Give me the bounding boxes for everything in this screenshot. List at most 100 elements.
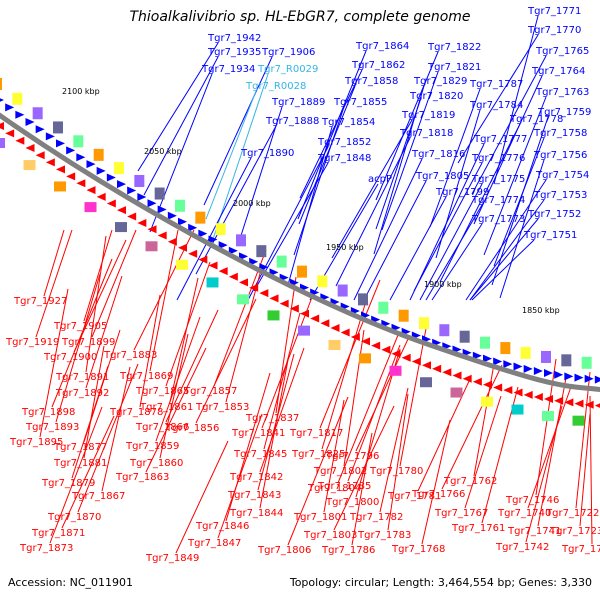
reverse-gene-label[interactable]: Tgr7_1892 — [55, 388, 109, 399]
reverse-gene-label[interactable]: Tgr7_1900 — [43, 352, 97, 363]
reverse-gene-label[interactable]: Tgr7_1869 — [119, 371, 173, 382]
reverse-gene-label[interactable]: Tgr7_1899 — [61, 337, 115, 348]
reverse-gene-label[interactable]: Tgr7_1881 — [53, 458, 107, 469]
reverse-gene-label[interactable]: Tgr7_1767 — [434, 508, 488, 519]
forward-gene-label[interactable]: Tgr7_1753 — [533, 190, 587, 201]
reverse-gene-label[interactable]: Tgr7_1878 — [109, 407, 163, 418]
reverse-gene-label[interactable]: Tgr7_1803 — [303, 530, 357, 541]
reverse-gene-label[interactable]: Tgr7_1786 — [321, 545, 375, 556]
forward-gene-label[interactable]: Tgr7_1758 — [533, 128, 587, 139]
reverse-gene-label[interactable]: Tgr7_1825 — [291, 449, 345, 460]
reverse-gene-label[interactable]: Tgr7_1768 — [391, 544, 445, 555]
forward-gene-label[interactable]: Tgr7_1855 — [333, 97, 387, 108]
reverse-gene-label[interactable]: Tgr7_1867 — [71, 491, 125, 502]
reverse-gene-label[interactable]: Tgr7_1841 — [231, 428, 285, 439]
reverse-gene-label[interactable]: Tgr7_1847 — [187, 538, 241, 549]
forward-gene-label[interactable]: Tgr7_1752 — [527, 209, 581, 220]
reverse-gene-label[interactable]: Tgr7_1806 — [257, 545, 311, 556]
forward-gene-label[interactable]: Tgr7_1822 — [427, 42, 481, 53]
reverse-gene-label[interactable]: Tgr7_1895 — [9, 437, 63, 448]
reverse-gene-label[interactable]: Tgr7_1785 — [317, 481, 371, 492]
forward-gene-label[interactable]: Tgr7_1852 — [317, 137, 371, 148]
reverse-gene-label[interactable]: Tgr7_1849 — [145, 553, 199, 564]
forward-gene-label[interactable]: Tgr7_1854 — [321, 117, 375, 128]
reverse-gene-label[interactable]: Tgr7_1761 — [451, 523, 505, 534]
forward-gene-label[interactable]: Tgr7_1773 — [471, 214, 525, 225]
reverse-gene-label[interactable]: Tgr7_1845 — [233, 449, 287, 460]
forward-gene-label[interactable]: Tgr7_1776 — [471, 153, 525, 164]
reverse-gene-label[interactable]: Tgr7_1919 — [5, 337, 59, 348]
reverse-gene-label[interactable]: Tgr7_1870 — [47, 512, 101, 523]
forward-gene-label[interactable]: Tgr7_1805 — [415, 171, 469, 182]
reverse-gene-label[interactable]: Tgr7_1879 — [41, 478, 95, 489]
forward-gene-label[interactable]: Tgr7_1787 — [469, 79, 523, 90]
reverse-gene-label[interactable]: Tgr7_1802 — [313, 466, 367, 477]
forward-gene-label[interactable]: Tgr7_1935 — [207, 47, 261, 58]
reverse-gene-label[interactable]: Tgr7_1866 — [135, 422, 189, 433]
forward-gene-label[interactable]: Tgr7_1889 — [271, 97, 325, 108]
reverse-gene-label[interactable]: Tgr7_1722 — [545, 508, 599, 519]
forward-gene-label[interactable]: Tgr7_1820 — [409, 91, 463, 102]
forward-gene-label[interactable]: Tgr7_1799 — [435, 187, 489, 198]
forward-gene-label[interactable]: Tgr7_1764 — [531, 66, 585, 77]
reverse-gene-label[interactable]: Tgr7_1801 — [293, 512, 347, 523]
reverse-gene-label[interactable]: Tgr7_1844 — [229, 508, 283, 519]
reverse-gene-label[interactable]: Tgr7_1865 — [135, 386, 189, 397]
forward-gene-label[interactable]: Tgr7_1775 — [471, 174, 525, 185]
forward-gene-label[interactable]: Tgr7_1763 — [535, 87, 589, 98]
reverse-gene-label[interactable]: Tgr7_1766 — [411, 489, 465, 500]
reverse-gene-label[interactable]: Tgr7_1877 — [53, 442, 107, 453]
forward-gene-label[interactable]: Tgr7_1906 — [261, 47, 315, 58]
reverse-gene-label[interactable]: Tgr7_1741 — [507, 526, 561, 537]
reverse-gene-label[interactable]: Tgr7_1871 — [31, 528, 85, 539]
reverse-gene-label[interactable]: Tgr7_1893 — [25, 422, 79, 433]
forward-gene-label[interactable]: Tgr7_1778 — [509, 114, 563, 125]
forward-gene-label[interactable]: Tgr7_1862 — [351, 60, 405, 71]
reverse-gene-label[interactable]: Tgr7_1800 — [325, 497, 379, 508]
forward-gene-label[interactable]: Tgr7_1890 — [240, 148, 294, 159]
reverse-gene-label[interactable]: Tgr7_1898 — [21, 407, 75, 418]
reverse-gene-label[interactable]: Tgr7_1863 — [115, 472, 169, 483]
forward-gene-label[interactable]: Tgr7_1754 — [535, 170, 589, 181]
forward-gene-label[interactable]: Tgr7_1818 — [399, 128, 453, 139]
reverse-gene-label[interactable]: Tgr7_1873 — [19, 543, 73, 554]
reverse-gene-label[interactable]: Tgr7_1891 — [55, 372, 109, 383]
reverse-gene-label[interactable]: Tgr7_1781 — [387, 491, 441, 502]
reverse-gene-label[interactable]: Tgr7_1782 — [349, 512, 403, 523]
forward-gene-label[interactable]: Tgr7_1934 — [201, 64, 255, 75]
forward-gene-label[interactable]: Tgr7_1751 — [523, 230, 577, 241]
reverse-gene-label[interactable]: Tgr7_1742 — [495, 542, 549, 553]
reverse-gene-label[interactable]: Tgr7_1860 — [129, 458, 183, 469]
forward-gene-label[interactable]: Tgr7_1759 — [537, 107, 591, 118]
forward-gene-label[interactable]: Tgr7_1819 — [401, 110, 455, 121]
reverse-gene-label[interactable]: Tgr7_1724 — [561, 544, 600, 555]
forward-gene-label[interactable]: Tgr7_1864 — [355, 41, 409, 52]
forward-gene-label[interactable]: Tgr7_1848 — [317, 153, 371, 164]
reverse-gene-label[interactable]: Tgr7_1859 — [125, 441, 179, 452]
forward-gene-label[interactable]: Tgr7_1777 — [473, 134, 527, 145]
reverse-gene-label[interactable]: Tgr7_1927 — [13, 296, 67, 307]
reverse-gene-label[interactable]: Tgr7_1783 — [357, 530, 411, 541]
reverse-gene-label[interactable]: Tgr7_1846 — [195, 521, 249, 532]
forward-gene-label[interactable]: Tgr7_R0029 — [257, 64, 318, 75]
reverse-gene-label[interactable]: Tgr7_1837 — [245, 413, 299, 424]
forward-gene-label[interactable]: Tgr7_1888 — [265, 116, 319, 127]
reverse-gene-label[interactable]: Tgr7_1780 — [369, 466, 423, 477]
reverse-gene-label[interactable]: Tgr7_1723 — [549, 526, 600, 537]
reverse-gene-label[interactable]: Tgr7_1746 — [505, 495, 559, 506]
forward-gene-label[interactable]: Tgr7_1816 — [411, 149, 465, 160]
reverse-gene-label[interactable]: Tgr7_1817 — [289, 428, 343, 439]
reverse-gene-label[interactable]: Tgr7_1762 — [443, 476, 497, 487]
forward-gene-label[interactable]: Tgr7_1942 — [207, 33, 261, 44]
forward-gene-label[interactable]: Tgr7_1756 — [533, 150, 587, 161]
reverse-gene-label[interactable]: Tgr7_1796 — [325, 451, 379, 462]
forward-gene-label[interactable]: Tgr7_1858 — [344, 76, 398, 87]
reverse-gene-label[interactable]: Tgr7_1843 — [227, 490, 281, 501]
forward-gene-label[interactable]: acpP — [368, 174, 392, 185]
reverse-gene-label[interactable]: Tgr7_1842 — [229, 472, 283, 483]
forward-gene-label[interactable]: Tgr7_1829 — [413, 76, 467, 87]
reverse-gene-label[interactable]: Tgr7_1905 — [53, 321, 107, 332]
forward-gene-label[interactable]: Tgr7_1784 — [469, 100, 523, 111]
reverse-gene-label[interactable]: Tgr7_1861 — [139, 402, 193, 413]
reverse-gene-label[interactable]: Tgr7_1853 — [195, 402, 249, 413]
